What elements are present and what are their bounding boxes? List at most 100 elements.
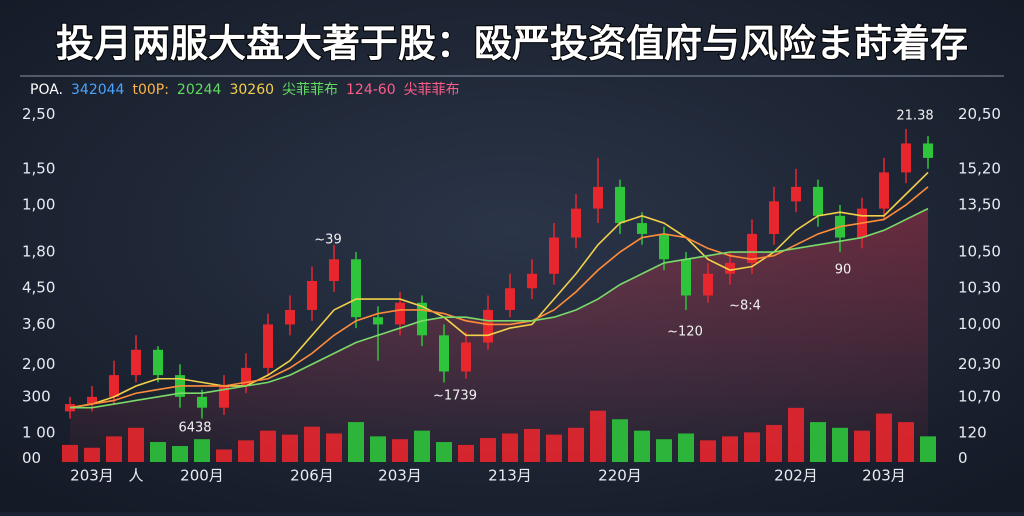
x-tick-label: 202月 — [774, 467, 818, 485]
y2-tick-label: 10,00 — [958, 315, 1001, 333]
x-tick-label: 203月 — [70, 467, 114, 485]
y-tick-label: 1,80 — [22, 243, 55, 261]
volume-bar — [700, 440, 716, 462]
volume-bar — [282, 434, 298, 462]
annotation: ~39 — [314, 233, 341, 248]
y-tick-label: 1,50 — [22, 159, 55, 177]
volume-bar — [414, 430, 430, 462]
annotation: ~8:4 — [729, 299, 761, 314]
annotation: ~1739 — [433, 389, 477, 404]
legend-item: 124-60 — [346, 82, 396, 98]
y2-tick-label: 10,70 — [958, 387, 1001, 405]
candle-body — [351, 259, 361, 318]
legend-item: 尖菲菲布 — [404, 82, 460, 98]
candle-body — [373, 317, 383, 325]
y-tick-label: 1,00 — [22, 195, 55, 213]
candle-body — [461, 342, 471, 372]
legend-item: 尖菲菲布 — [282, 82, 338, 98]
candle-body — [285, 309, 295, 325]
candle-body — [219, 385, 229, 408]
x-tick-label: 206月 — [290, 467, 334, 485]
candle-body — [483, 309, 493, 343]
candle-body — [307, 281, 317, 310]
volume-bar — [612, 419, 628, 462]
volume-bar — [106, 436, 122, 462]
y2-tick-label: 20,30 — [958, 355, 1001, 373]
candle-body — [197, 396, 207, 408]
candle-body — [395, 302, 405, 325]
legend-item: POA. — [30, 82, 63, 98]
volume-bar — [854, 430, 870, 462]
y2-tick-label: 120 — [958, 424, 987, 442]
volume-bar — [348, 422, 364, 462]
volume-bar — [84, 447, 100, 462]
x-tick-label: 203月 — [378, 467, 422, 485]
candle-body — [747, 233, 757, 263]
ma-area — [70, 208, 928, 462]
volume-bar — [876, 413, 892, 462]
candle-body — [615, 186, 625, 224]
volume-bar — [590, 410, 606, 462]
y2-tick-label: 10,30 — [958, 279, 1001, 297]
candle-body — [87, 396, 97, 405]
y-tick-label: 300 — [22, 387, 51, 405]
volume-bar — [722, 436, 738, 462]
volume-bar — [436, 442, 452, 462]
y2-tick-label: 15,20 — [958, 159, 1001, 177]
volume-bar — [370, 436, 386, 462]
volume-bar — [238, 440, 254, 462]
annotation: 21.38 — [896, 109, 933, 124]
candle-body — [329, 259, 339, 281]
ma-line — [69, 171, 929, 409]
candle-body — [659, 233, 669, 260]
volume-bar — [392, 439, 408, 462]
y2-tick-label: 0 — [958, 449, 968, 467]
candle-body — [417, 302, 427, 336]
y-tick-label: 2,00 — [22, 355, 55, 373]
y2-tick-label: 13,50 — [958, 195, 1001, 213]
volume-bar — [260, 430, 276, 462]
candle-body — [505, 288, 515, 310]
volume-bar — [172, 446, 188, 462]
x-tick-label: 220月 — [598, 467, 642, 485]
candle-body — [879, 172, 889, 209]
volume-bar — [458, 444, 474, 462]
candle-body — [791, 186, 801, 202]
candle-body — [923, 143, 933, 158]
annotation: ~120 — [667, 325, 703, 340]
volume-bar — [326, 433, 342, 462]
legend-item: 20244 — [177, 82, 222, 98]
candle-body — [681, 259, 691, 296]
candle-body — [109, 375, 119, 397]
volume-bar — [546, 434, 562, 462]
volume-bar — [766, 424, 782, 462]
x-tick-label: 213月 — [488, 467, 532, 485]
y-tick-label: 2,50 — [22, 105, 55, 123]
volume-bar — [216, 449, 232, 462]
candle-body — [241, 367, 251, 386]
volume-bar — [304, 426, 320, 462]
legend-item: t00P: — [132, 82, 168, 98]
candle-body — [153, 349, 163, 376]
volume-bar — [150, 442, 166, 462]
ma-line — [70, 207, 929, 409]
x-tick-label: 人 — [128, 467, 143, 485]
candle-body — [901, 143, 911, 173]
candle-body — [813, 186, 823, 216]
y-tick-label: 4,50 — [22, 279, 55, 297]
annotation: 6438 — [178, 421, 211, 436]
volume-bar — [502, 433, 518, 462]
x-tick-label: 200月 — [180, 467, 224, 485]
volume-bar — [810, 422, 826, 462]
candle-body — [769, 201, 779, 234]
candle-body — [263, 324, 273, 368]
volume-bar — [568, 427, 584, 462]
x-tick-label: 203月 — [862, 467, 906, 485]
y2-tick-label: 10,50 — [958, 243, 1001, 261]
candle-body — [571, 208, 581, 238]
volume-bar — [898, 422, 914, 462]
chart-title: 投月两服大盘大著于股：殴严投资值府与风险ま莳着存 — [56, 22, 968, 66]
y-tick-label: 1 00 — [22, 424, 55, 442]
candle-body — [527, 273, 537, 289]
candle-body — [593, 186, 603, 209]
